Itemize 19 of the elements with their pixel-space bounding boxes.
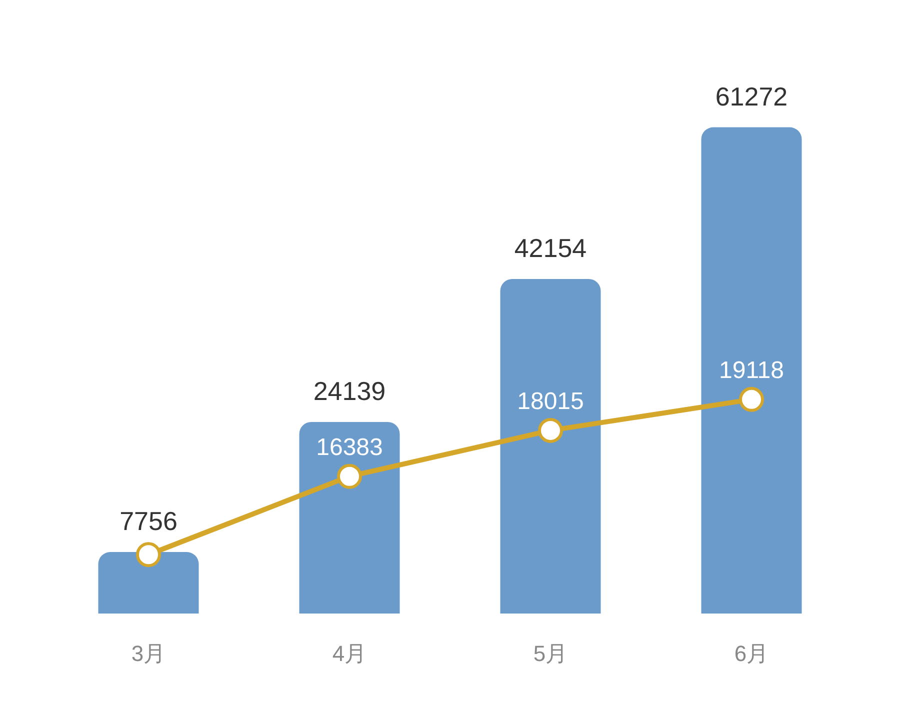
point: [136, 542, 161, 568]
data-label: 61272: [715, 81, 788, 112]
data-label: 7756: [120, 506, 178, 536]
x-tick-label: 4月: [332, 640, 367, 666]
x-tick-label: 3月: [131, 640, 166, 666]
data-label: 18015: [517, 388, 584, 416]
x-tick-label: 6月: [734, 640, 769, 666]
point: [739, 386, 764, 412]
bar: [98, 552, 199, 614]
data-label: 24139: [313, 376, 386, 406]
bar: [701, 127, 802, 614]
point: [337, 464, 362, 489]
data-label: 19118: [719, 357, 784, 384]
data-label: 42154: [514, 233, 587, 264]
bar: [299, 422, 400, 614]
data-label: 16383: [316, 434, 383, 461]
point: [538, 418, 563, 443]
bar: [500, 279, 601, 614]
x-tick-label: 5月: [533, 640, 568, 666]
